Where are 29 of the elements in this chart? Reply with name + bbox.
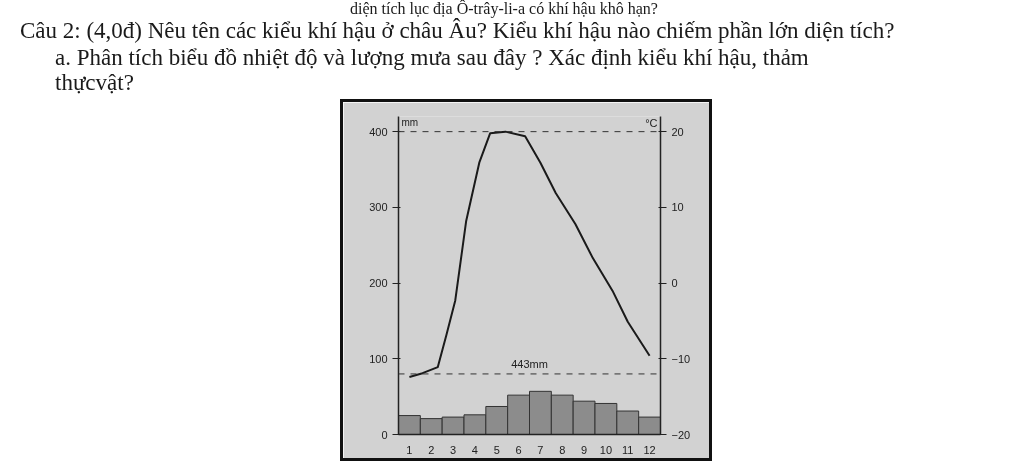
x-tick-label: 1 (406, 443, 413, 456)
x-tick-label: 11 (622, 443, 634, 456)
y2-tick-label: 20 (671, 125, 684, 138)
x-tick-label: 5 (493, 443, 500, 456)
chart-subtitle: a. Phân tích biểu đồ nhiệt độ và lượng mưa sau đây ? Xác định kiểu khí hậu, thảm thựcvật? (55, 45, 810, 96)
y2-tick-label: −10 (671, 352, 691, 365)
x-tick-label: 8 (559, 443, 566, 456)
y2-axis-title: °C (645, 116, 658, 129)
x-tick-label: 7 (537, 443, 544, 456)
chart-title: Câu 2: (4,0đ) Nêu tên các kiểu khí hậu ở châu Âu? Kiểu khí hậu nào chiếm phần lớn diện tích? (20, 18, 895, 44)
x-tick-label: 4 (471, 443, 478, 456)
x-tick-label: 2 (428, 443, 435, 456)
text: diện tích lục địa Ô-trây-li-a có khí hậu khô hạn? (350, 0, 658, 18)
y2-tick-label: 10 (671, 201, 684, 214)
ref-line-label: 443mm (511, 357, 548, 370)
y-axis-title: mm (401, 116, 419, 128)
y2-tick-label: 0 (671, 277, 678, 290)
line-series (408, 130, 651, 378)
y-tick-label: 300 (369, 201, 388, 214)
x-tick-label: 9 (581, 443, 588, 456)
y-tick-label: 0 (381, 428, 388, 441)
x-tick-label: 12 (643, 443, 656, 456)
y-tick-label: 400 (369, 125, 388, 138)
x-tick-label: 3 (450, 443, 457, 456)
y2-tick-label: −20 (671, 428, 691, 441)
y-tick-label: 200 (369, 277, 388, 290)
x-tick-label: 10 (599, 443, 613, 456)
x-tick-label: 6 (515, 443, 522, 456)
y-tick-label: 100 (369, 352, 388, 365)
